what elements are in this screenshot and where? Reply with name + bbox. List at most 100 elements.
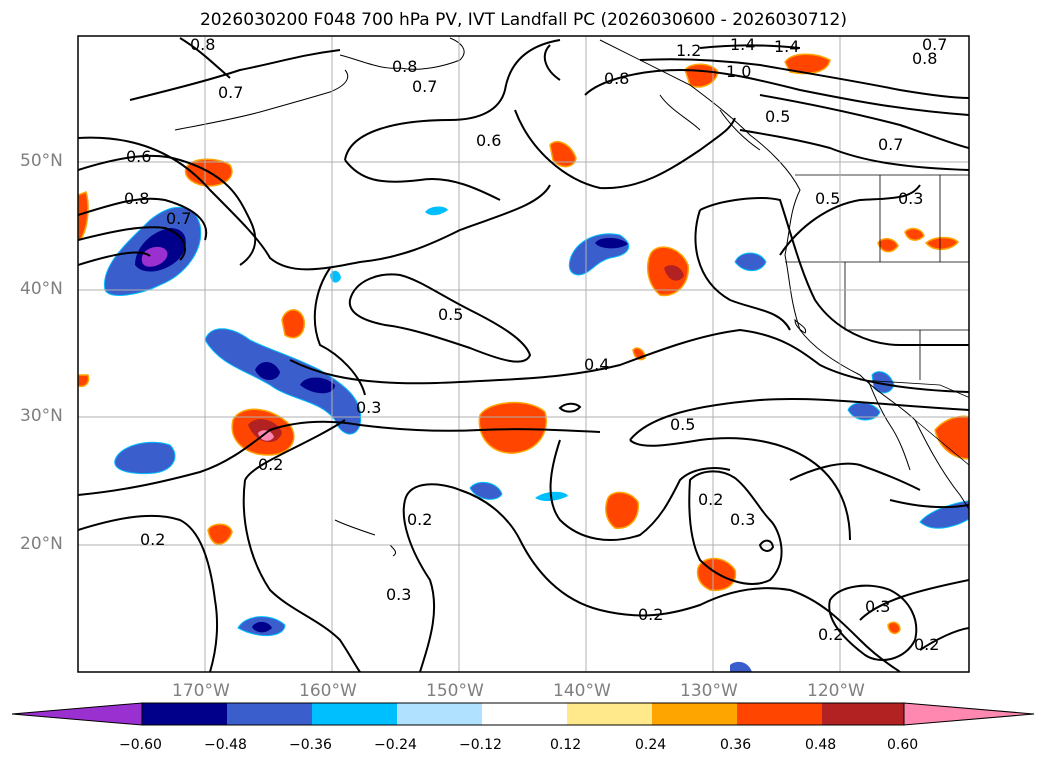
contour-label: 0.2 [638, 605, 663, 624]
pv-contours [78, 37, 969, 672]
contour-line [889, 499, 969, 509]
contour-line [244, 419, 346, 481]
contour-label: 0.8 [392, 57, 417, 76]
contour-label: 1.4 [730, 35, 755, 54]
plot-frame [77, 35, 970, 673]
colorbar-segment [652, 703, 737, 725]
contour-label: 0.5 [765, 107, 790, 126]
contour-line [828, 584, 918, 661]
anomaly-patch [281, 309, 305, 339]
contour-line [404, 483, 901, 672]
contour-label: 0.7 [218, 83, 243, 102]
contour-label: 0.2 [140, 530, 165, 549]
coastline [339, 37, 465, 70]
contour-label: 1.4 [774, 37, 799, 56]
anomaly-patch [469, 481, 503, 500]
contour-line [289, 328, 969, 393]
contour-label: 0.8 [190, 35, 215, 54]
anomaly-patch [549, 141, 577, 168]
contour-line [558, 402, 582, 413]
anomaly-patch [904, 227, 925, 241]
contour-line [402, 499, 436, 672]
colorbar-tick-label: −0.36 [289, 737, 332, 753]
contour-line [78, 136, 551, 271]
lon-label: 170°W [172, 681, 230, 701]
shaded-anomalies [78, 53, 969, 672]
anomaly-patch [255, 361, 280, 380]
lat-label: 40°N [20, 279, 63, 299]
contour-line [639, 58, 969, 99]
colorbar-tick-label: 0.48 [805, 737, 837, 753]
contour-line [348, 273, 532, 363]
border [859, 379, 969, 466]
anomaly-patch [595, 237, 628, 249]
anomaly-patch [934, 415, 969, 460]
border [785, 175, 969, 380]
lat-label: 50°N [20, 151, 63, 171]
coastline [599, 39, 969, 511]
colorbar-segment [737, 703, 822, 725]
colorbar-segment [142, 703, 227, 725]
contour-line [859, 579, 969, 621]
anomaly-patch [114, 441, 176, 475]
coastlines [174, 37, 969, 557]
contour-line [699, 44, 801, 49]
coastline [659, 94, 761, 151]
anomaly-patch [300, 377, 335, 394]
colorbar-extend-low [11, 702, 143, 726]
contour-line [344, 39, 561, 161]
contour-line [78, 226, 186, 261]
anomaly-patch [78, 191, 89, 241]
anomaly-patch [605, 491, 639, 529]
contour-line [179, 37, 231, 79]
anomaly-patch [258, 430, 274, 441]
contour-line [688, 470, 783, 585]
contour-label: 0.7 [878, 135, 903, 154]
contour-line [759, 94, 969, 149]
contour-label: 0.5 [438, 305, 463, 324]
contour-line [629, 398, 969, 441]
colorbar-segment [397, 703, 482, 725]
contour-label: 0.7 [922, 35, 947, 54]
contour-label: 0.8 [604, 69, 629, 88]
coastline [334, 519, 397, 557]
lon-label: 160°W [299, 681, 357, 701]
anomaly-patch [877, 238, 899, 253]
anomaly-patch [784, 53, 831, 75]
anomaly-patch [847, 402, 881, 421]
contour-line [549, 439, 731, 541]
colorbar-tick-label: 0.12 [550, 737, 582, 753]
contour-line [584, 68, 969, 116]
colorbar-tick-label: −0.24 [374, 737, 417, 753]
colorbar-tick-label: 0.36 [720, 737, 752, 753]
colorbar-tick-label: −0.60 [119, 737, 162, 753]
anomaly-patch [919, 500, 969, 529]
contour-label: 0.6 [476, 131, 501, 150]
colorbar-segment [822, 703, 904, 725]
contour-label: 0.2 [407, 510, 432, 529]
map-title: 2026030200 F048 700 hPa PV, IVT Landfall… [199, 10, 847, 30]
contour-label: 0.4 [584, 355, 609, 374]
colorbar-segment [312, 703, 397, 725]
contour-label: 0.2 [258, 455, 283, 474]
anomaly-patch [734, 252, 767, 272]
contour-line [779, 184, 921, 256]
anomaly-patch [887, 621, 901, 635]
contour-line [242, 479, 361, 672]
contour-line [78, 251, 151, 266]
contour-label: 0.8 [912, 49, 937, 68]
contour-label: 1.2 [676, 41, 701, 60]
contour-line [789, 462, 921, 491]
political-borders [785, 174, 969, 466]
colorbar [11, 702, 1035, 726]
colorbar-tick-label: 0.24 [635, 737, 667, 753]
anomaly-patch [664, 265, 684, 281]
contour-line [739, 129, 969, 171]
anomaly-patch [78, 374, 90, 388]
contour-line [629, 437, 851, 541]
contour-label: 0.5 [670, 415, 695, 434]
anomaly-patch [730, 661, 752, 672]
lon-label: 120°W [807, 681, 865, 701]
lon-label: 150°W [426, 681, 484, 701]
